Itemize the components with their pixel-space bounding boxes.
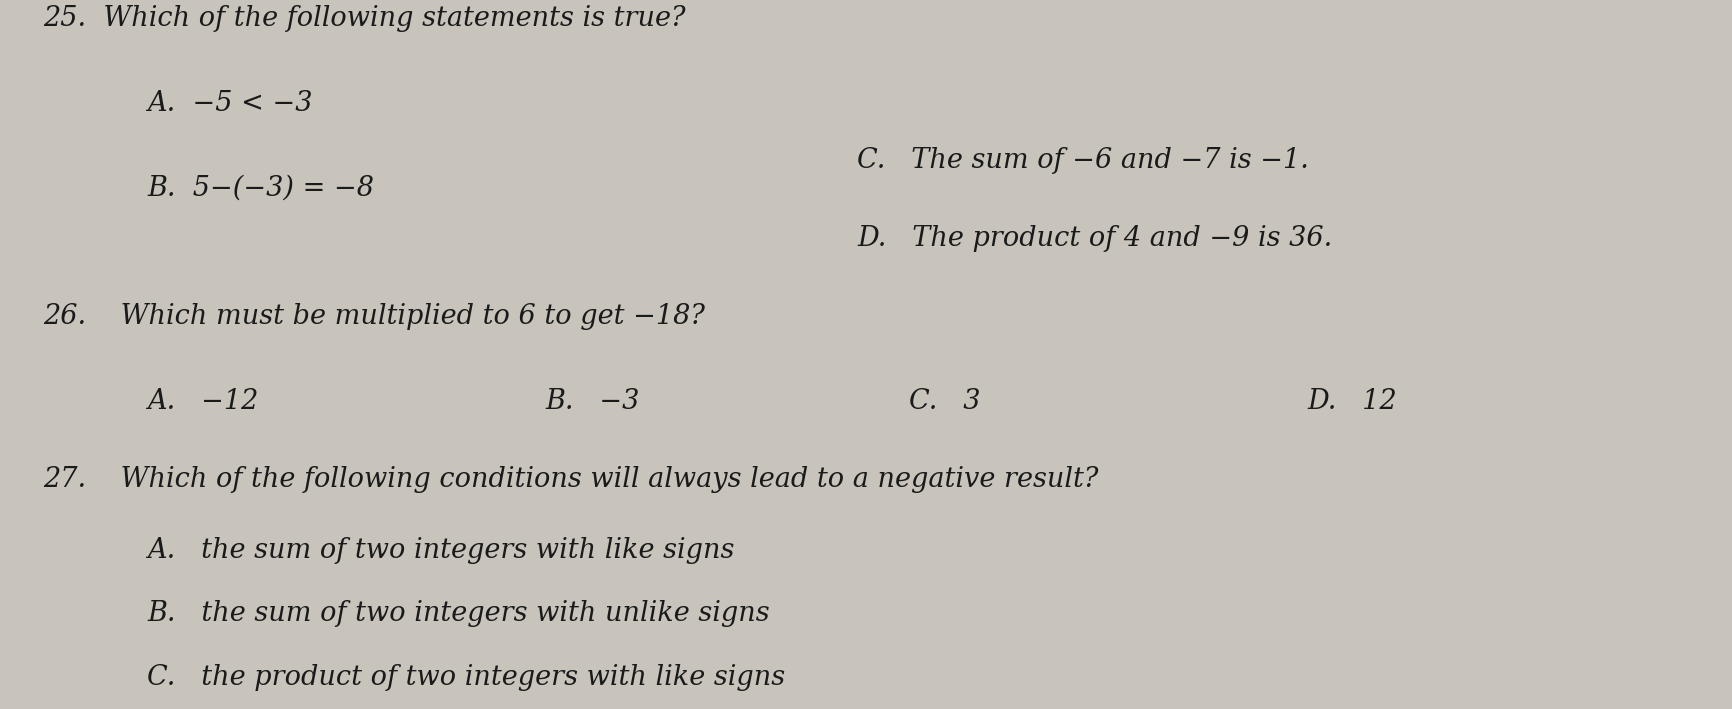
Text: C.   The sum of −6 and −7 is −1.: C. The sum of −6 and −7 is −1. — [857, 147, 1309, 174]
Text: A.  −5 < −3: A. −5 < −3 — [147, 90, 313, 117]
Text: 25.  Which of the following statements is true?: 25. Which of the following statements is… — [43, 5, 686, 32]
Text: C.   the product of two integers with like signs: C. the product of two integers with like… — [147, 664, 785, 691]
Text: B.   the sum of two integers with unlike signs: B. the sum of two integers with unlike s… — [147, 601, 769, 627]
Text: D.   12: D. 12 — [1308, 388, 1398, 415]
Text: B.  5−(−3) = −8: B. 5−(−3) = −8 — [147, 175, 374, 202]
Text: C.   3: C. 3 — [909, 388, 980, 415]
Text: 26.    Which must be multiplied to 6 to get −18?: 26. Which must be multiplied to 6 to get… — [43, 303, 705, 330]
Text: D.   The product of 4 and −9 is 36.: D. The product of 4 and −9 is 36. — [857, 225, 1332, 252]
Text: A.   the sum of two integers with like signs: A. the sum of two integers with like sig… — [147, 537, 734, 564]
Text: A.   −12: A. −12 — [147, 388, 258, 415]
Text: B.   −3: B. −3 — [546, 388, 639, 415]
Text: 27.    Which of the following conditions will always lead to a negative result?: 27. Which of the following conditions wi… — [43, 466, 1098, 493]
